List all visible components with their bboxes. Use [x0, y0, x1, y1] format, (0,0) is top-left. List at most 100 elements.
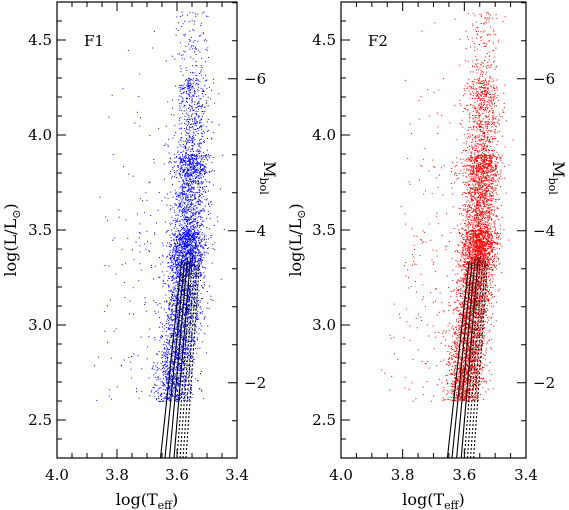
scatter-point	[171, 114, 173, 116]
scatter-point	[192, 264, 194, 265]
scatter-point	[457, 282, 458, 284]
scatter-point	[192, 154, 193, 156]
scatter-point	[190, 226, 192, 228]
scatter-point	[147, 346, 149, 348]
scatter-point	[176, 258, 178, 260]
scatter-point	[187, 253, 189, 255]
scatter-point	[179, 157, 181, 159]
scatter-point	[160, 396, 162, 397]
scatter-point	[483, 97, 485, 99]
scatter-point	[173, 361, 175, 363]
scatter-point	[196, 107, 198, 109]
scatter-point	[186, 138, 188, 140]
scatter-point	[167, 335, 169, 337]
scatter-point	[173, 383, 175, 385]
scatter-point	[181, 227, 183, 229]
scatter-point	[138, 96, 140, 97]
scatter-point	[197, 244, 199, 246]
scatter-point	[180, 275, 182, 277]
scatter-point	[190, 203, 192, 205]
scatter-point	[175, 262, 176, 264]
scatter-point	[191, 397, 193, 399]
scatter-point	[160, 362, 162, 364]
scatter-point	[178, 245, 180, 247]
scatter-point	[171, 395, 173, 397]
scatter-point	[188, 180, 190, 182]
scatter-point	[187, 87, 189, 89]
scatter-point	[182, 289, 183, 290]
scatter-point	[211, 89, 212, 91]
scatter-point	[179, 241, 181, 243]
scatter-point	[173, 341, 175, 343]
scatter-point	[183, 106, 185, 108]
scatter-point	[190, 291, 192, 293]
scatter-point	[222, 155, 224, 157]
scatter-point	[188, 199, 190, 201]
scatter-point	[472, 309, 474, 310]
scatter-point	[191, 276, 193, 278]
scatter-point	[205, 241, 207, 243]
scatter-point	[166, 368, 168, 370]
scatter-point	[132, 175, 134, 177]
scatter-point	[177, 283, 179, 285]
scatter-point	[487, 93, 489, 95]
scatter-point	[172, 266, 174, 267]
scatter-point	[191, 216, 193, 218]
scatter-point	[168, 139, 170, 141]
scatter-point	[174, 310, 176, 312]
scatter-point	[181, 274, 183, 275]
scatter-point	[204, 85, 206, 87]
scatter-point	[449, 122, 451, 124]
scatter-point	[155, 377, 157, 379]
scatter-point	[193, 23, 195, 25]
scatter-point	[173, 161, 175, 163]
scatter-point	[178, 234, 180, 236]
scatter-point	[491, 183, 493, 185]
scatter-point	[194, 275, 196, 277]
scatter-point	[180, 348, 182, 350]
scatter-point	[186, 280, 188, 282]
scatter-point	[199, 201, 201, 203]
scatter-point	[190, 114, 192, 116]
scatter-point	[183, 208, 185, 210]
scatter-point	[175, 261, 177, 263]
scatter-point	[475, 107, 477, 109]
scatter-point	[181, 256, 183, 257]
scatter-point	[198, 198, 200, 200]
scatter-point	[186, 250, 188, 252]
scatter-point	[107, 341, 108, 343]
scatter-point	[183, 104, 185, 106]
scatter-point	[184, 80, 186, 82]
scatter-point	[189, 130, 191, 132]
scatter-point	[188, 183, 189, 185]
scatter-point	[205, 163, 207, 165]
scatter-point	[190, 294, 192, 296]
scatter-point	[188, 157, 190, 159]
scatter-point	[195, 122, 197, 124]
scatter-point	[204, 317, 205, 319]
scatter-point	[191, 86, 193, 88]
scatter-point	[192, 241, 194, 243]
scatter-point	[176, 365, 178, 367]
scatter-point	[155, 302, 157, 303]
scatter-point	[183, 236, 184, 238]
scatter-point	[183, 238, 185, 240]
scatter-point	[190, 155, 192, 157]
scatter-point	[193, 132, 195, 134]
y-tick-label: 4.0	[28, 126, 52, 144]
scatter-point	[192, 137, 194, 139]
scatter-point	[199, 306, 201, 308]
scatter-point	[184, 232, 185, 233]
scatter-point	[158, 397, 160, 399]
scatter-point	[168, 398, 170, 400]
scatter-point	[182, 327, 184, 329]
scatter-point	[170, 314, 172, 316]
scatter-point	[180, 198, 182, 200]
scatter-point	[186, 150, 188, 151]
scatter-point	[181, 306, 183, 308]
scatter-point	[164, 364, 166, 366]
scatter-point	[188, 90, 190, 92]
scatter-point	[176, 372, 177, 374]
scatter-point	[154, 383, 156, 385]
